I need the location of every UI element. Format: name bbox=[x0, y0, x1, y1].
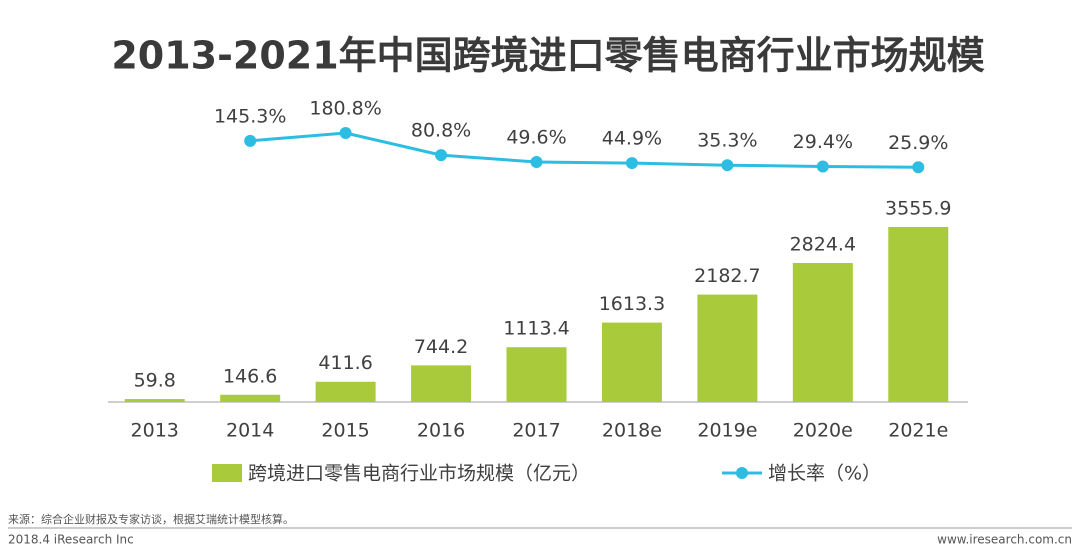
data-label: 1613.3 bbox=[599, 293, 665, 315]
bar bbox=[411, 365, 472, 402]
line bbox=[250, 131, 919, 169]
data-label: 44.9% bbox=[602, 128, 662, 150]
data-label: 146.6 bbox=[223, 365, 277, 387]
bar bbox=[315, 381, 376, 402]
legend-swatch bbox=[212, 464, 242, 482]
x-tick-label: 2014 bbox=[226, 420, 274, 442]
data-label: 1113.4 bbox=[503, 318, 569, 340]
legend-swatch bbox=[736, 467, 748, 479]
data-label: 744.2 bbox=[414, 336, 468, 358]
bar bbox=[697, 294, 758, 402]
data-label: 3555.9 bbox=[885, 198, 951, 220]
footer-left: 2018.4 iResearch Inc bbox=[8, 533, 134, 547]
data-label: 25.9% bbox=[888, 132, 948, 154]
bar bbox=[888, 227, 949, 402]
x-tick-label: 2018e bbox=[602, 420, 662, 442]
line-point bbox=[816, 160, 829, 173]
legend-label: 增长率（%） bbox=[768, 463, 881, 485]
data-label: 35.3% bbox=[697, 130, 757, 152]
chart-title: 2013-2021年中国跨境进口零售电商行业市场规模 bbox=[111, 34, 984, 78]
bar bbox=[506, 347, 567, 402]
data-label: 411.6 bbox=[318, 352, 372, 374]
line-point bbox=[530, 156, 543, 169]
x-tick-label: 2015 bbox=[321, 420, 369, 442]
x-tick-label: 2021e bbox=[888, 420, 948, 442]
x-tick-label: 2017 bbox=[512, 420, 560, 442]
data-label: 29.4% bbox=[793, 131, 853, 153]
data-label: 2824.4 bbox=[790, 234, 856, 256]
legend-label: 跨境进口零售电商行业市场规模（亿元） bbox=[248, 463, 590, 485]
bar bbox=[601, 322, 662, 402]
bar bbox=[124, 399, 185, 402]
data-label: 2182.7 bbox=[694, 265, 760, 287]
data-label: 180.8% bbox=[309, 98, 381, 120]
x-tick-label: 2019e bbox=[697, 420, 757, 442]
x-tick-label: 2020e bbox=[793, 420, 853, 442]
footer-right: www.iresearch.com.cn bbox=[937, 533, 1072, 547]
line-point bbox=[244, 134, 257, 147]
line-point bbox=[435, 149, 448, 162]
data-label: 145.3% bbox=[214, 105, 286, 127]
source-note: 来源：综合企业财报及专家访谈，根据艾瑞统计模型核算。 bbox=[8, 512, 294, 526]
data-label: 59.8 bbox=[134, 370, 176, 392]
bar bbox=[220, 394, 281, 402]
line-point bbox=[625, 157, 638, 170]
data-label: 80.8% bbox=[411, 120, 471, 142]
line-point bbox=[721, 159, 734, 172]
data-label: 49.6% bbox=[506, 127, 566, 149]
bar bbox=[792, 263, 853, 402]
line-point bbox=[339, 127, 352, 139]
x-tick-label: 2016 bbox=[417, 420, 465, 442]
line-point bbox=[912, 161, 925, 174]
x-tick-label: 2013 bbox=[131, 420, 179, 442]
